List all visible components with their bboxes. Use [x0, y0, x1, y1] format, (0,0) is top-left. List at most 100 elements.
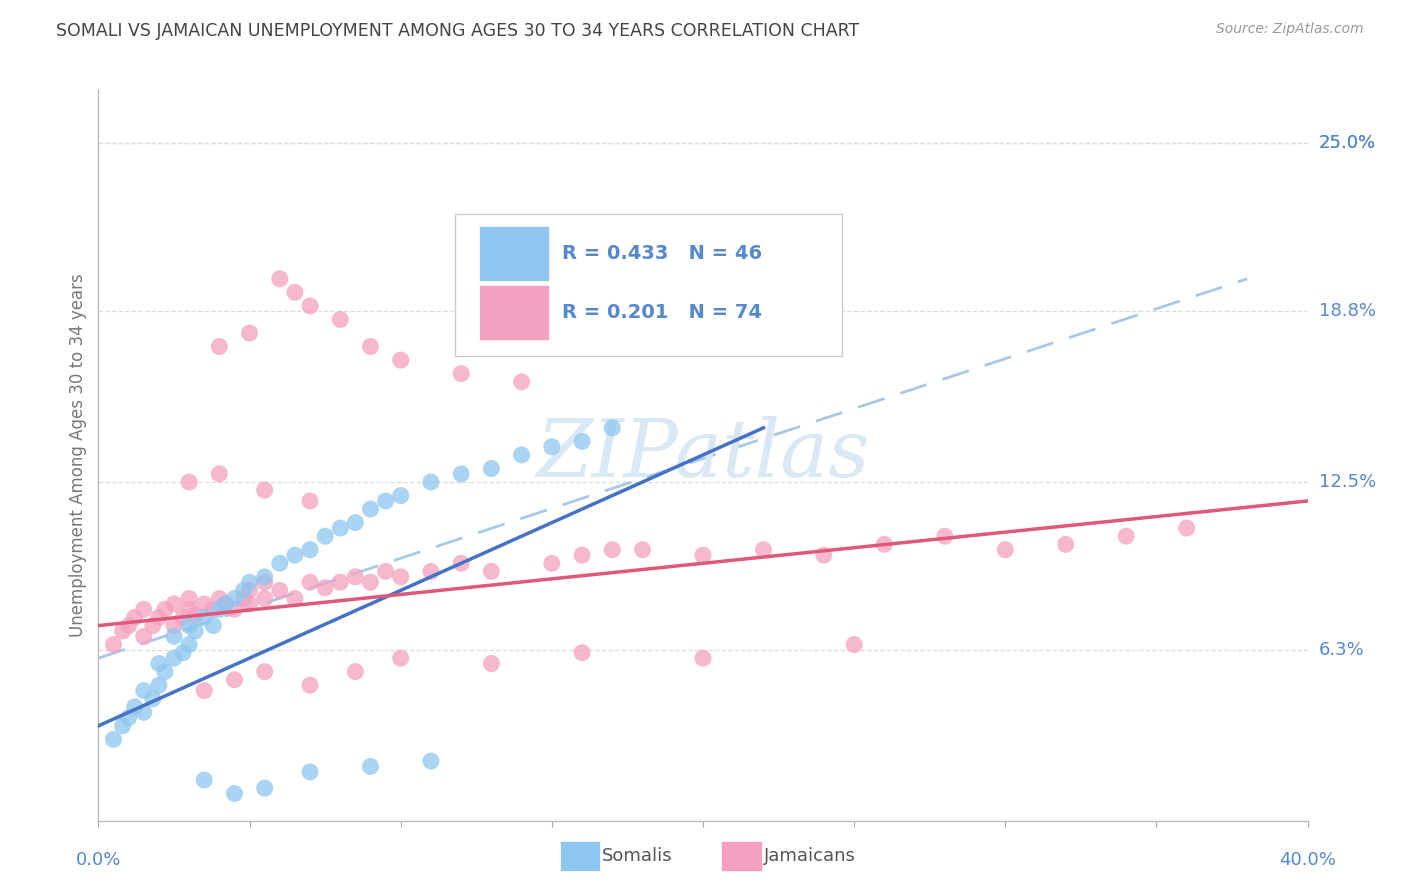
Point — [344, 570, 367, 584]
Point — [360, 759, 382, 773]
Point — [631, 542, 654, 557]
Point — [111, 624, 134, 638]
Point — [344, 665, 367, 679]
Point — [193, 610, 215, 624]
Point — [602, 421, 624, 435]
Point — [481, 565, 503, 579]
Point — [360, 340, 382, 354]
Point — [253, 781, 276, 796]
Text: Jamaicans: Jamaicans — [763, 847, 855, 865]
Point — [172, 646, 194, 660]
Point — [284, 285, 307, 300]
Point — [177, 475, 201, 489]
Point — [510, 375, 533, 389]
Point — [232, 591, 254, 606]
Point — [1115, 529, 1137, 543]
Point — [389, 651, 412, 665]
Text: 40.0%: 40.0% — [1279, 851, 1336, 869]
Point — [253, 665, 276, 679]
Point — [481, 657, 503, 671]
Point — [540, 440, 562, 454]
Point — [124, 699, 146, 714]
Point — [193, 772, 215, 787]
Point — [148, 678, 170, 692]
Point — [299, 575, 322, 590]
FancyBboxPatch shape — [479, 227, 550, 281]
Point — [224, 602, 246, 616]
Point — [1054, 537, 1077, 551]
Point — [132, 683, 155, 698]
FancyBboxPatch shape — [479, 285, 550, 340]
Point — [389, 489, 412, 503]
Point — [419, 475, 441, 489]
Point — [239, 597, 262, 611]
Point — [184, 607, 207, 622]
Point — [571, 548, 593, 562]
Point — [193, 683, 215, 698]
Point — [269, 583, 291, 598]
Point — [224, 787, 246, 801]
Point — [142, 691, 165, 706]
Point — [239, 575, 262, 590]
Text: R = 0.433   N = 46: R = 0.433 N = 46 — [561, 244, 762, 263]
Point — [571, 646, 593, 660]
Point — [299, 494, 322, 508]
Point — [132, 602, 155, 616]
Point — [329, 312, 352, 326]
Point — [450, 367, 472, 381]
Point — [202, 602, 225, 616]
Point — [360, 502, 382, 516]
Text: ZIPatlas: ZIPatlas — [536, 417, 870, 493]
Point — [994, 542, 1017, 557]
Point — [118, 618, 141, 632]
Point — [163, 629, 186, 643]
Point — [360, 575, 382, 590]
Text: Source: ZipAtlas.com: Source: ZipAtlas.com — [1216, 22, 1364, 37]
Point — [172, 610, 194, 624]
Point — [153, 665, 176, 679]
Point — [450, 556, 472, 570]
Text: 25.0%: 25.0% — [1319, 135, 1376, 153]
Point — [1175, 521, 1198, 535]
Point — [177, 602, 201, 616]
Point — [450, 467, 472, 481]
Point — [208, 340, 231, 354]
Point — [148, 610, 170, 624]
Point — [299, 299, 322, 313]
Point — [202, 618, 225, 632]
Point — [299, 678, 322, 692]
Y-axis label: Unemployment Among Ages 30 to 34 years: Unemployment Among Ages 30 to 34 years — [69, 273, 87, 637]
Point — [571, 434, 593, 449]
Point — [214, 597, 236, 611]
Text: R = 0.201   N = 74: R = 0.201 N = 74 — [561, 302, 762, 322]
Point — [253, 570, 276, 584]
Point — [419, 754, 441, 768]
Point — [177, 591, 201, 606]
Point — [253, 591, 276, 606]
Point — [163, 651, 186, 665]
Point — [374, 565, 396, 579]
Point — [193, 597, 215, 611]
Point — [481, 461, 503, 475]
Point — [269, 556, 291, 570]
Point — [344, 516, 367, 530]
Point — [153, 602, 176, 616]
Point — [177, 638, 201, 652]
Text: 25.0%: 25.0% — [1319, 135, 1376, 153]
Point — [232, 583, 254, 598]
Point — [208, 602, 231, 616]
Point — [132, 706, 155, 720]
Point — [284, 591, 307, 606]
Point — [374, 494, 396, 508]
Point — [813, 548, 835, 562]
Point — [214, 597, 236, 611]
Point — [184, 624, 207, 638]
Point — [329, 521, 352, 535]
Point — [224, 673, 246, 687]
Point — [692, 651, 714, 665]
Point — [177, 618, 201, 632]
Point — [752, 542, 775, 557]
Text: 18.8%: 18.8% — [1319, 302, 1375, 320]
Point — [692, 548, 714, 562]
Point — [314, 529, 336, 543]
